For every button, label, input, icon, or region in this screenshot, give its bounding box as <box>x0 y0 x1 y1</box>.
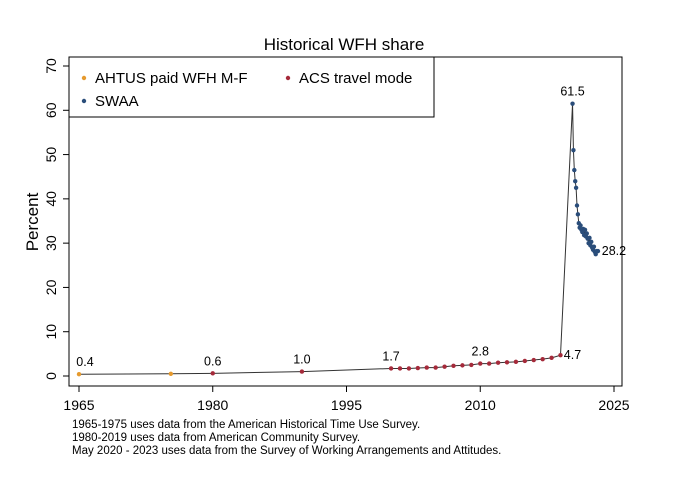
data-label: 2.8 <box>472 345 489 359</box>
data-point-swaa <box>574 203 580 208</box>
y-tick-label: 30 <box>43 235 59 251</box>
data-point-acs <box>397 366 403 371</box>
data-point-swaa <box>595 248 601 254</box>
data-label: 1.0 <box>293 353 310 367</box>
data-point-swaa <box>584 231 590 236</box>
data-point-ahtus <box>76 372 82 377</box>
chart-title: Historical WFH share <box>264 35 425 54</box>
x-tick-label: 2010 <box>465 397 496 413</box>
legend-marker-swaa <box>81 98 87 104</box>
data-point-swaa <box>572 167 577 173</box>
data-point-acs <box>424 365 429 370</box>
data-point-acs <box>451 363 456 369</box>
y-tick-label: 70 <box>43 58 59 74</box>
data-label: 0.4 <box>76 355 93 369</box>
data-label: 0.6 <box>204 354 221 368</box>
legend-marker-acs <box>285 75 291 81</box>
line-chart: Historical WFH share Percent 0 10 20 30 40 50… <box>23 35 630 413</box>
y-tick-label: 60 <box>43 102 59 118</box>
y-tick-label: 0 <box>43 372 59 380</box>
legend-label-ahtus: AHTUS paid WFH M-F <box>95 70 248 87</box>
source-note-ahtus: 1965-1975 uses data from the American Hi… <box>72 419 421 431</box>
data-point-acs <box>469 362 474 368</box>
data-label: 1.7 <box>382 349 399 363</box>
data-point-acs <box>540 356 545 362</box>
data-point-acs <box>513 359 519 365</box>
legend-box <box>68 56 435 118</box>
source-note-acs: 1980-2019 uses data from American Commun… <box>72 432 361 444</box>
data-point-acs <box>531 357 536 363</box>
data-point-acs <box>495 360 501 365</box>
data-label: 28.2 <box>602 244 626 258</box>
data-point-swaa <box>573 178 578 184</box>
data-label: 4.7 <box>564 348 581 362</box>
series-line <box>78 103 598 375</box>
data-point-swaa <box>578 223 583 228</box>
data-point-swaa <box>589 239 594 245</box>
y-axis-label: Percent <box>23 192 42 251</box>
data-point-acs <box>415 365 421 371</box>
data-point-acs <box>522 358 528 364</box>
data-point-swaa <box>582 227 588 233</box>
source-note-swaa: May 2020 - 2023 uses data from the Surve… <box>72 445 502 457</box>
legend-label-acs: ACS travel mode <box>299 70 412 87</box>
x-tick-label: 2025 <box>598 397 629 413</box>
data-point-acs <box>388 366 394 371</box>
y-tick-label: 40 <box>43 191 59 207</box>
legend-label-swaa: SWAA <box>95 93 139 110</box>
data-point-acs <box>460 363 465 368</box>
data-point-acs <box>406 366 412 371</box>
data-point-ahtus <box>168 371 174 376</box>
data-point-acs <box>433 365 438 370</box>
data-point-swaa <box>575 212 581 217</box>
data-point-acs <box>299 369 305 374</box>
data-point-swaa <box>571 147 576 153</box>
x-tick-label: 1995 <box>331 397 362 413</box>
y-tick-label: 50 <box>43 147 59 163</box>
legend: AHTUS paid WFH M-F ACS travel mode SWAA <box>68 56 435 118</box>
data-point-acs <box>442 364 447 369</box>
data-label: 61.5 <box>560 85 584 99</box>
y-tick-label: 10 <box>43 324 59 340</box>
x-tick-label: 1965 <box>63 397 94 413</box>
data-point-acs <box>486 361 492 366</box>
x-tick-label: 1980 <box>197 397 228 413</box>
data-point-swaa <box>573 185 579 190</box>
y-tick-label: 20 <box>43 279 59 295</box>
legend-marker-ahtus <box>81 75 87 81</box>
data-point-acs <box>478 361 483 366</box>
source-notes: 1965-1975 uses data from the American Hi… <box>72 419 501 458</box>
data-point-swaa <box>587 235 592 241</box>
data-point-swaa <box>570 101 575 106</box>
data-point-swaa <box>591 244 597 249</box>
data-point-acs <box>549 355 554 361</box>
data-point-acs <box>558 352 563 358</box>
data-point-acs <box>210 371 215 376</box>
data-point-acs <box>504 360 510 365</box>
